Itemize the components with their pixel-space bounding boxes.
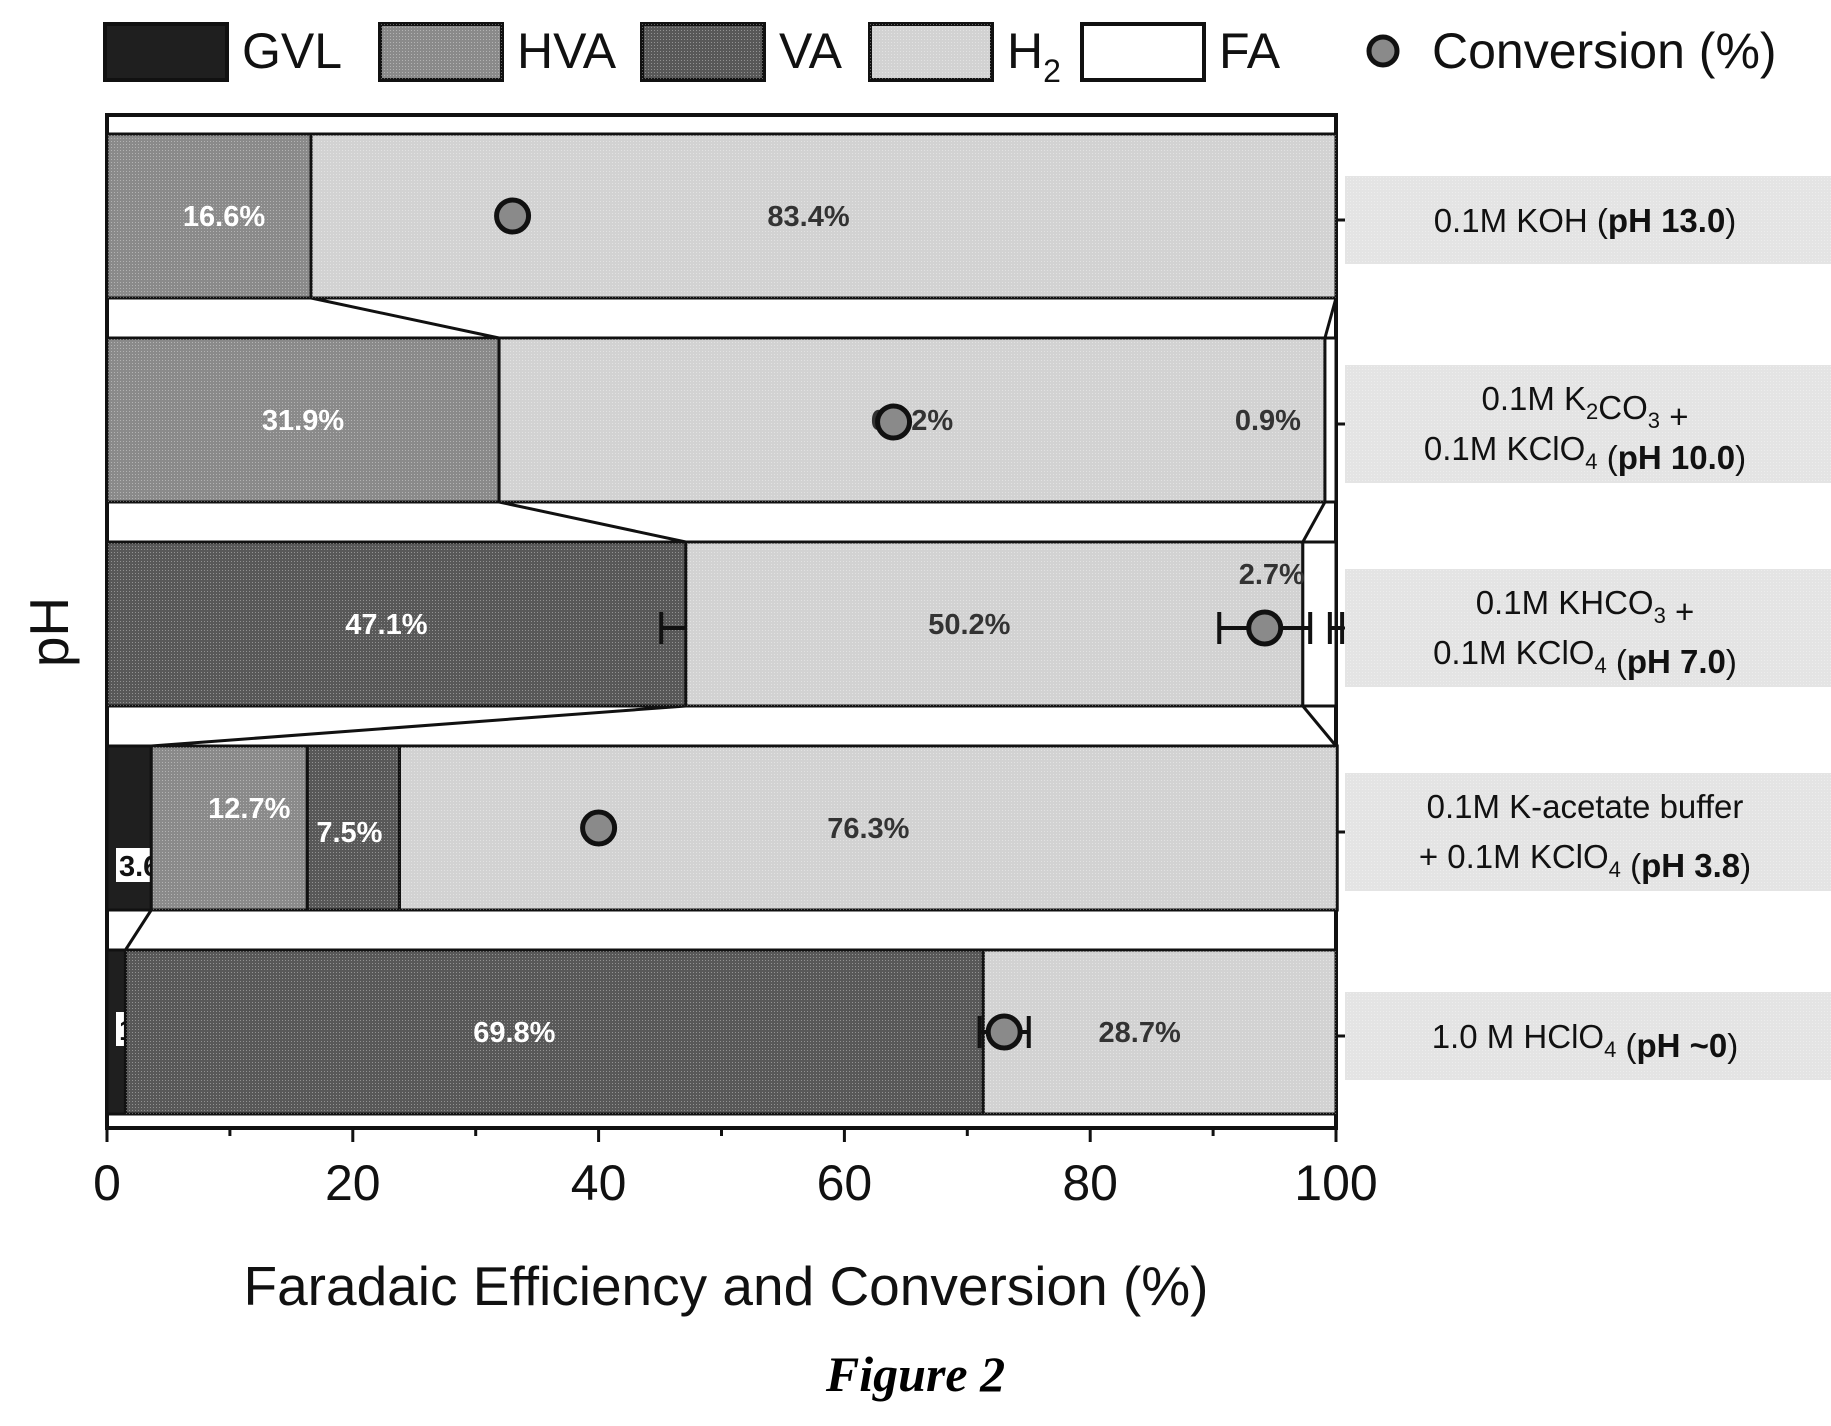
category-label: 0.1M K2CO3 + <box>1482 380 1689 435</box>
x-tick-label: 20 <box>325 1155 381 1211</box>
data-label-h2: 83.4% <box>767 201 849 233</box>
connector-line <box>310 296 500 340</box>
category-label: + 0.1M KClO4 (pH 3.8) <box>1419 838 1751 884</box>
x-tick-label: 0 <box>93 1155 121 1211</box>
legend-marker-conversion <box>1366 34 1400 68</box>
x-axis-title: Faradaic Efficiency and Conversion (%) <box>244 1255 1209 1317</box>
data-label-h2: 50.2% <box>928 609 1010 641</box>
figure-caption: Figure 2 <box>825 1346 1006 1402</box>
conversion-point <box>985 1013 1023 1051</box>
legend-label-va: VA <box>779 23 843 79</box>
conversion-point <box>1246 609 1284 647</box>
legend-label-h2: H2 <box>1007 23 1061 89</box>
bar-5: 1.5%69.8%28.7% <box>105 948 1338 1116</box>
data-label-hva: 16.6% <box>183 201 265 233</box>
legend-label-gvl: GVL <box>242 23 342 79</box>
category-label: 1.0 M HClO4 (pH ~0) <box>1432 1018 1739 1064</box>
category-labels: 0.1M KOH (pH 13.0)0.1M K2CO3 +0.1M KClO4… <box>1336 176 1831 1080</box>
conversion-point <box>580 809 618 847</box>
y-axis-title: pH <box>18 597 80 667</box>
x-tick-label: 40 <box>571 1155 627 1211</box>
connector-line <box>1301 705 1338 747</box>
legend-swatch-gvl <box>103 22 229 82</box>
connector-line <box>151 704 686 748</box>
bar-segment-fa <box>1323 336 1338 504</box>
bar-segment-gvl <box>105 744 153 912</box>
category-label: 0.1M KOH (pH 13.0) <box>1434 202 1737 239</box>
bar-3: 47.1% 50.2% 2.7% <box>105 540 1345 708</box>
category-label: 0.1M KHCO3 + <box>1476 584 1695 630</box>
data-label-va: 69.8% <box>473 1017 555 1049</box>
x-tick-label: 80 <box>1062 1155 1118 1211</box>
connector-line <box>124 909 153 951</box>
conversion-point <box>494 197 532 235</box>
legend-label-hva: HVA <box>517 23 617 79</box>
connector-line <box>1323 297 1338 339</box>
data-label-h2: 28.7% <box>1099 1017 1181 1049</box>
legend-swatch-fa <box>1080 22 1206 82</box>
data-label-hva: 31.9% <box>262 405 344 437</box>
conversion-point <box>875 403 913 441</box>
x-tick-label: 100 <box>1294 1155 1377 1211</box>
data-label-h2: 76.3% <box>827 813 909 845</box>
data-label-va: 7.5% <box>316 817 382 849</box>
data-label-hva: 12.7% <box>208 793 290 825</box>
plot-area: 16.6%83.4%31.9%67.2%0.9%47.1%50.2%2.7%3.… <box>105 113 1345 1130</box>
data-label-fa: 0.9% <box>1235 405 1301 437</box>
category-label: 0.1M K-acetate buffer <box>1427 788 1744 825</box>
bar-4: 3.6%12.7%7.5%76.3% <box>105 744 1339 912</box>
connector-line <box>498 500 687 544</box>
legend: GVL HVA VA H2 FA Conversion (%) <box>103 22 1777 89</box>
connector-line <box>1301 501 1327 543</box>
category-label: 0.1M KClO4 (pH 10.0) <box>1424 430 1746 476</box>
data-label-va: 47.1% <box>345 609 427 641</box>
category-label: 0.1M KClO4 (pH 7.0) <box>1433 634 1737 680</box>
data-label-fa: 2.7% <box>1239 559 1305 591</box>
legend-label-conversion: Conversion (%) <box>1432 23 1777 79</box>
x-axis: 0 20 40 60 80 100 <box>93 1128 1378 1211</box>
x-tick-label: 60 <box>817 1155 873 1211</box>
bar-2: 31.9%67.2%0.9% <box>105 336 1338 504</box>
bar-1: 16.6% 83.4% <box>105 132 1338 300</box>
legend-label-fa: FA <box>1219 23 1281 79</box>
